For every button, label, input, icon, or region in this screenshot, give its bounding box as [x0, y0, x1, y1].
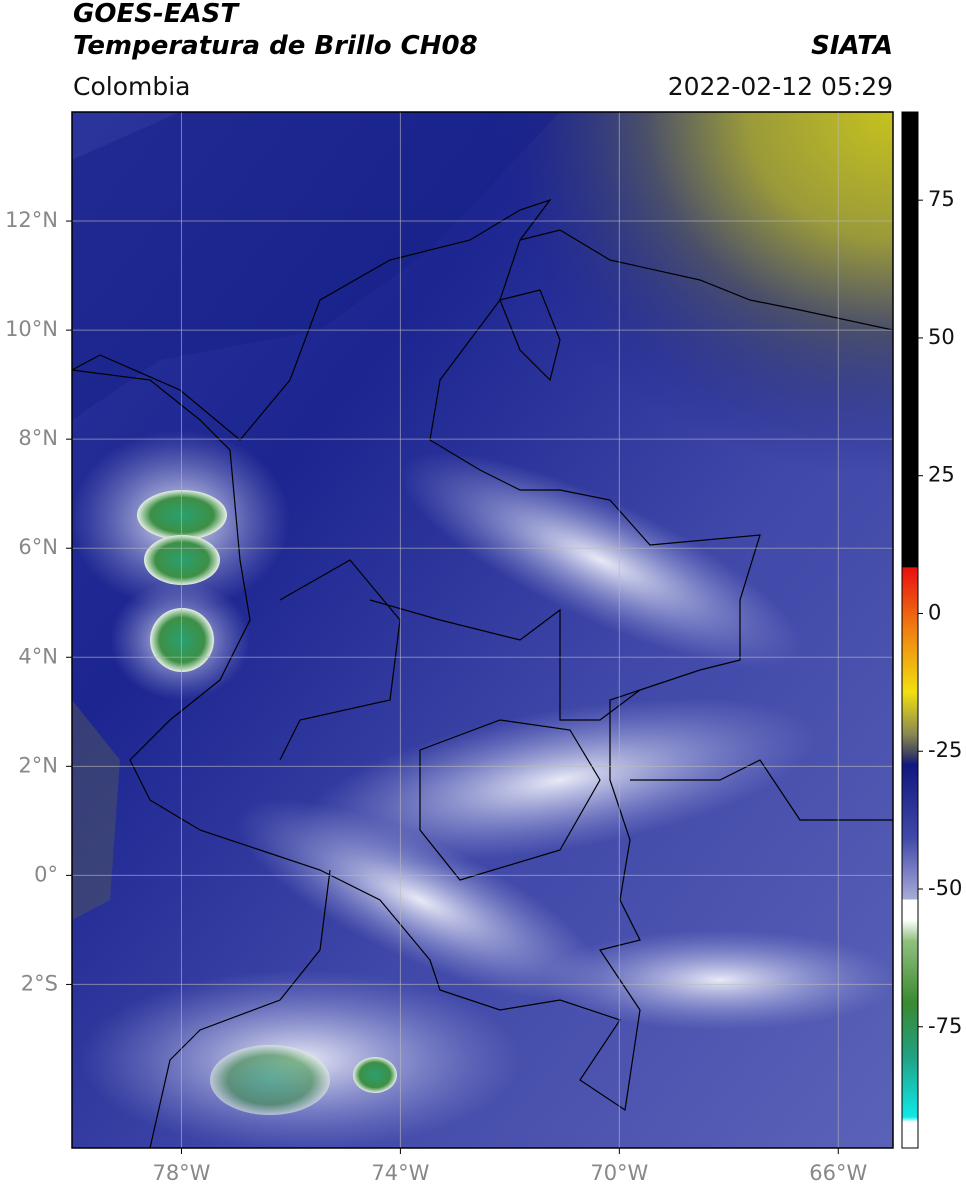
- lon-tick-label: 74°W: [371, 1161, 429, 1185]
- lat-tick-label: 8°N: [18, 426, 58, 450]
- colorbar-tick-label: -25: [928, 738, 962, 762]
- lat-tick-label: 12°N: [5, 208, 58, 232]
- lat-tick-label: 2°S: [21, 971, 58, 995]
- lon-tick-label: 70°W: [590, 1161, 648, 1185]
- colorbar-tick-label: 75: [928, 187, 955, 211]
- datetime: 2022-02-12 05:29: [668, 72, 893, 101]
- grid: [72, 112, 893, 1148]
- region: Colombia: [73, 72, 190, 101]
- borders: [72, 198, 893, 1148]
- source: SIATA: [811, 31, 893, 61]
- colorbar-tick-label: -50: [928, 876, 962, 900]
- lat-tick-label: 4°N: [18, 644, 58, 668]
- colorbar-tick-label: 50: [928, 325, 955, 349]
- map-frame: [71, 111, 894, 1149]
- imagery: [72, 112, 893, 1148]
- colorbar-tick-label: -75: [928, 1014, 962, 1038]
- lat-tick-label: 0°: [34, 862, 58, 886]
- subtitle: Temperatura de Brillo CH08: [73, 31, 478, 61]
- colorbar: [901, 111, 919, 1149]
- colorbar-tick-label: 0: [928, 600, 941, 624]
- lon-tick-label: 66°W: [809, 1161, 867, 1185]
- lon-tick-label: 78°W: [152, 1161, 210, 1185]
- lat-tick-label: 2°N: [18, 753, 58, 777]
- lat-tick-label: 10°N: [5, 317, 58, 341]
- colorbar-tick-label: 25: [928, 463, 955, 487]
- title: GOES-EAST: [73, 0, 240, 29]
- lat-tick-label: 6°N: [18, 535, 58, 559]
